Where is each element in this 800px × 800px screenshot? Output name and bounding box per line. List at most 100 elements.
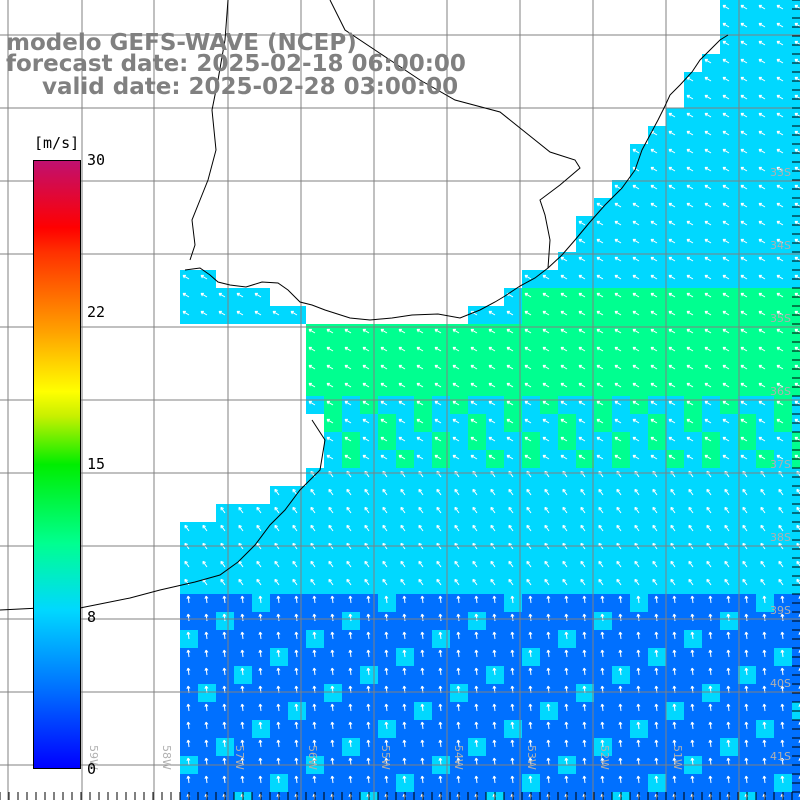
wind-arrow	[632, 184, 640, 190]
wind-arrow	[366, 613, 371, 622]
wind-arrow	[686, 454, 694, 460]
wind-arrow	[274, 560, 280, 568]
wind-arrow	[758, 418, 766, 424]
wind-arrow	[452, 364, 460, 370]
wind-arrow	[344, 346, 352, 352]
wind-arrow	[470, 436, 478, 442]
wind-arrow	[704, 166, 712, 172]
wind-arrow	[650, 256, 658, 262]
wind-arrow	[274, 578, 280, 586]
wind-arrow	[652, 524, 658, 532]
wind-arrow	[688, 524, 694, 532]
wind-arrow	[724, 488, 730, 496]
wind-arrow	[420, 703, 425, 712]
wind-arrow	[618, 721, 623, 730]
wind-arrow	[454, 488, 460, 496]
wind-arrow	[546, 721, 551, 730]
wind-arrow	[726, 739, 731, 748]
wind-arrow	[614, 202, 622, 208]
wind-arrow	[596, 238, 604, 244]
wind-arrow	[474, 649, 479, 658]
wind-arrow	[708, 775, 713, 784]
wind-arrow	[654, 739, 659, 748]
wind-arrow	[470, 400, 478, 406]
wind-arrow	[650, 346, 658, 352]
wind-arrow	[652, 578, 658, 586]
wind-arrow	[686, 382, 694, 388]
wind-arrow	[598, 488, 604, 496]
wind-arrow	[614, 256, 622, 262]
wind-arrow	[560, 256, 568, 262]
wind-arrow	[560, 418, 568, 424]
wind-arrow	[452, 382, 460, 388]
wind-arrow	[508, 506, 514, 514]
wind-arrow	[744, 631, 749, 640]
wind-arrow	[582, 613, 587, 622]
wind-arrow	[312, 721, 317, 730]
wind-arrow	[182, 292, 190, 298]
wind-arrow	[690, 739, 695, 748]
wind-arrow	[524, 400, 532, 406]
longitude-label: 58W	[160, 745, 173, 770]
wind-arrow	[690, 721, 695, 730]
wind-arrow	[796, 578, 800, 585]
wind-arrow	[488, 382, 496, 388]
wind-arrow	[650, 382, 658, 388]
wind-arrow	[704, 418, 712, 424]
wind-arrow	[562, 488, 568, 496]
wind-arrow	[794, 4, 800, 9]
wind-arrow	[292, 488, 298, 496]
wind-arrow	[528, 721, 533, 730]
wind-arrow	[524, 292, 532, 298]
wind-arrow	[726, 757, 731, 766]
wind-arrow	[654, 649, 659, 658]
wind-arrow	[636, 721, 641, 730]
wind-arrow	[330, 721, 335, 730]
wind-arrow	[578, 310, 586, 316]
wind-arrow	[564, 703, 569, 712]
wind-arrow	[686, 328, 694, 334]
wind-arrow	[366, 703, 371, 712]
wind-arrow	[420, 649, 425, 658]
wind-arrow	[528, 667, 533, 676]
wind-arrow	[778, 506, 784, 514]
wind-arrow	[762, 775, 767, 784]
wind-arrow	[542, 274, 550, 280]
wind-arrow	[528, 613, 533, 622]
wind-arrow	[524, 454, 532, 460]
wind-arrow	[508, 560, 514, 568]
wind-arrow	[524, 274, 532, 280]
wind-arrow	[636, 739, 641, 748]
wind-arrow	[776, 166, 784, 172]
wind-arrow	[614, 400, 622, 406]
wind-arrow	[384, 775, 389, 784]
wind-arrow	[528, 775, 533, 784]
wind-arrow	[762, 757, 767, 766]
wind-arrow	[276, 757, 281, 766]
colorbar-tick-0: 0	[87, 760, 97, 778]
wind-arrow	[706, 506, 712, 514]
wind-arrow	[490, 524, 496, 532]
wind-arrow	[222, 595, 227, 604]
wind-arrow	[776, 400, 784, 406]
wind-arrow	[528, 757, 533, 766]
wind-arrow	[652, 506, 658, 514]
wind-arrow	[794, 184, 800, 189]
wind-arrow	[708, 703, 713, 712]
wind-arrow	[618, 649, 623, 658]
wind-arrow	[794, 256, 800, 261]
wind-arrow	[794, 346, 800, 351]
wind-arrow	[776, 148, 784, 154]
wind-arrow	[762, 721, 767, 730]
wind-arrow	[758, 400, 766, 406]
wind-arrow	[256, 578, 262, 586]
wind-arrow	[704, 256, 712, 262]
wind-arrow	[420, 721, 425, 730]
wind-arrow	[184, 578, 190, 586]
wind-arrow	[758, 202, 766, 208]
wind-arrow	[312, 775, 317, 784]
wind-arrow	[722, 328, 730, 334]
wind-arrow	[668, 112, 676, 118]
